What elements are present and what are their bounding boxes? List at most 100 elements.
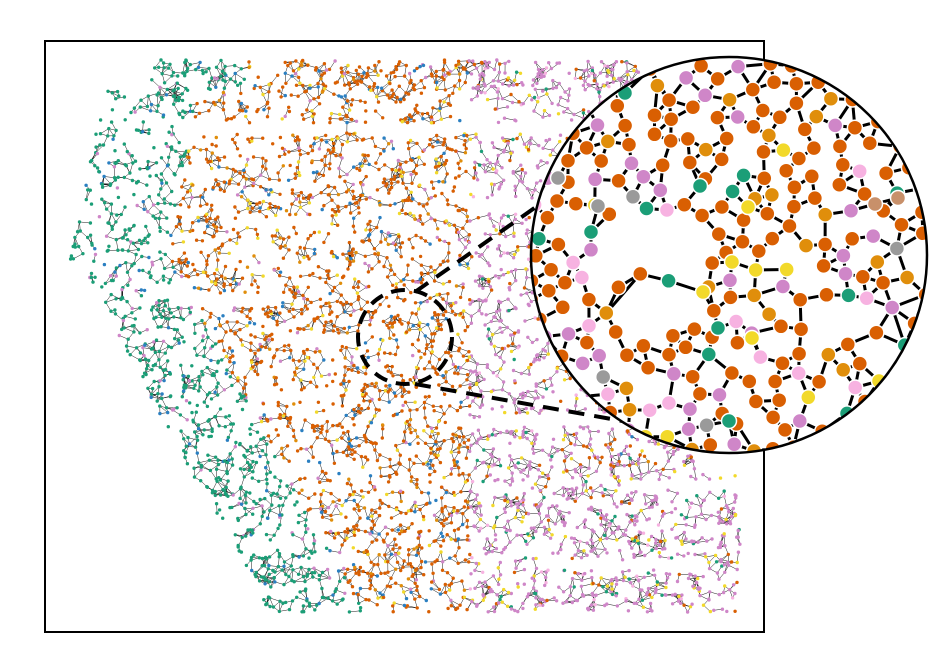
graph-node	[653, 574, 656, 577]
graph-node	[148, 195, 151, 198]
graph-node	[331, 424, 334, 427]
graph-node	[386, 584, 389, 587]
graph-node	[509, 152, 512, 155]
graph-node	[391, 365, 394, 368]
graph-node	[346, 99, 349, 102]
graph-node	[231, 371, 234, 374]
graph-node	[201, 373, 204, 376]
inset-graph-node	[756, 144, 771, 159]
graph-node	[121, 296, 124, 299]
graph-node	[185, 59, 188, 62]
graph-node	[146, 160, 149, 163]
graph-node	[205, 259, 208, 262]
graph-node	[281, 85, 284, 88]
graph-node	[725, 522, 728, 525]
inset-graph-node	[561, 153, 576, 168]
graph-node	[392, 333, 395, 336]
graph-node	[616, 604, 619, 607]
graph-node	[228, 252, 231, 255]
graph-node	[408, 328, 411, 331]
graph-node	[268, 596, 271, 599]
graph-node	[467, 59, 470, 62]
graph-node	[425, 202, 428, 205]
graph-node	[378, 553, 381, 556]
graph-node	[236, 133, 239, 136]
graph-node	[492, 428, 495, 431]
graph-node	[377, 60, 380, 63]
graph-node	[162, 379, 165, 382]
graph-node	[411, 354, 414, 357]
graph-node	[503, 507, 506, 510]
graph-node	[400, 500, 403, 503]
graph-node	[143, 208, 146, 211]
graph-node	[320, 73, 323, 76]
graph-node	[341, 404, 344, 407]
graph-node	[190, 306, 193, 309]
graph-node	[210, 208, 213, 211]
graph-node	[448, 584, 451, 587]
graph-node	[676, 580, 679, 583]
graph-node	[508, 442, 511, 445]
graph-node	[264, 578, 267, 581]
graph-node	[180, 307, 183, 310]
graph-node	[379, 572, 382, 575]
graph-node	[173, 204, 176, 207]
graph-node	[294, 292, 297, 295]
graph-node	[442, 68, 445, 71]
graph-node	[340, 156, 343, 159]
graph-node	[191, 183, 194, 186]
graph-node	[538, 412, 541, 415]
graph-node	[478, 371, 481, 374]
graph-node	[688, 573, 691, 576]
graph-node	[240, 195, 243, 198]
graph-node	[269, 585, 272, 588]
graph-node	[613, 475, 616, 478]
graph-node	[360, 407, 363, 410]
graph-node	[299, 447, 302, 450]
graph-node	[167, 156, 170, 159]
graph-node	[615, 538, 618, 541]
graph-node	[488, 264, 491, 267]
graph-node	[611, 531, 614, 534]
graph-node	[654, 538, 657, 541]
graph-node	[435, 74, 438, 77]
graph-node	[215, 370, 218, 373]
graph-node	[446, 71, 449, 74]
graph-node	[581, 593, 584, 596]
graph-node	[420, 79, 423, 82]
graph-node	[162, 309, 165, 312]
graph-node	[312, 121, 315, 124]
graph-node	[224, 265, 227, 268]
graph-node	[535, 181, 538, 184]
graph-node	[373, 523, 376, 526]
graph-node	[523, 583, 526, 586]
graph-node	[278, 555, 281, 558]
graph-node	[359, 162, 362, 165]
graph-node	[236, 400, 239, 403]
graph-node	[387, 142, 390, 145]
graph-node	[506, 298, 509, 301]
graph-node	[529, 142, 532, 145]
graph-node	[478, 255, 481, 258]
graph-node	[507, 76, 510, 79]
graph-node	[500, 331, 503, 334]
graph-node	[541, 89, 544, 92]
graph-node	[520, 222, 523, 225]
graph-node	[129, 111, 132, 114]
graph-node	[327, 148, 330, 151]
graph-node	[160, 392, 163, 395]
graph-node	[409, 418, 412, 421]
graph-node	[317, 96, 320, 99]
graph-node	[429, 451, 432, 454]
graph-node	[325, 430, 328, 433]
graph-node	[249, 341, 252, 344]
graph-node	[426, 300, 429, 303]
graph-node	[531, 577, 534, 580]
graph-node	[373, 69, 376, 72]
graph-node	[489, 217, 492, 220]
graph-node	[307, 286, 310, 289]
graph-node	[281, 602, 284, 605]
graph-node	[144, 225, 147, 228]
graph-node	[433, 453, 436, 456]
graph-node	[307, 497, 310, 500]
